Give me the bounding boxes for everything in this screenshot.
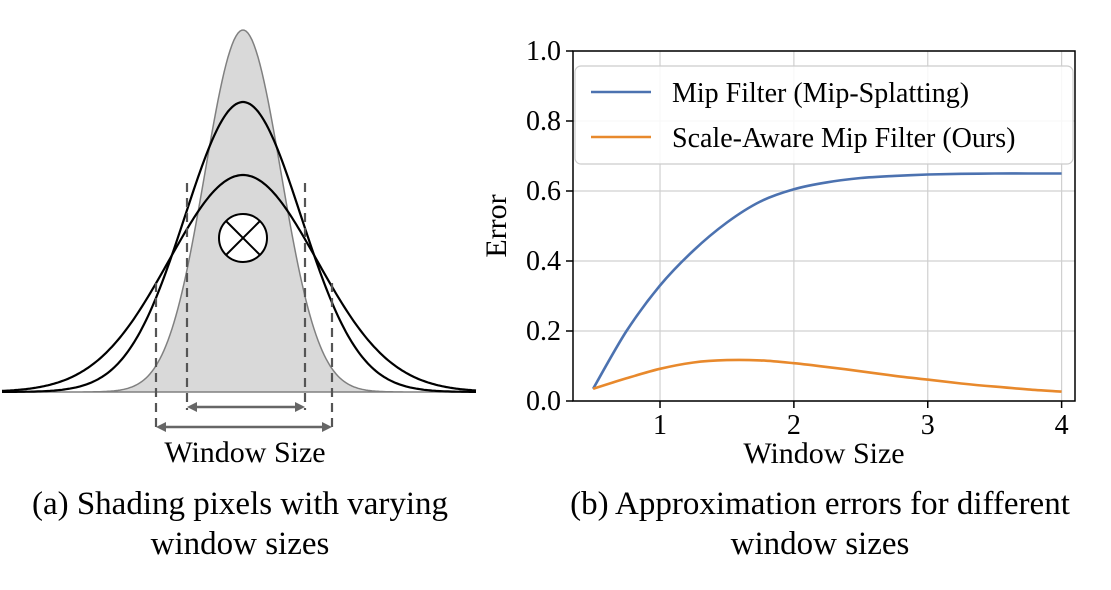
series-line-1 (592, 358, 1062, 393)
y-tick-label-1: 0.2 (526, 316, 561, 347)
caption-a-line1: (a) Shading pixels with varying (31, 486, 449, 522)
caption-a: (a) Shading pixels with varying window s… (0, 484, 480, 564)
caption-b: (b) Approximation errors for different w… (530, 484, 1110, 564)
outer-arrow-head-left (156, 422, 166, 432)
caption-a-line2: window sizes (150, 526, 330, 562)
narrow-gaussian-fill (2, 29, 476, 393)
y-tick-label-4: 0.8 (526, 106, 561, 137)
legend-label-0: Mip Filter (Mip-Splatting) (672, 78, 969, 109)
y-tick-label-2: 0.4 (526, 246, 561, 277)
inner-arrow-head-left (187, 402, 197, 412)
y-axis-label: Error (480, 194, 513, 257)
y-tick-label-3: 0.6 (526, 176, 561, 207)
y-tick-label-5: 1.0 (526, 36, 561, 67)
panel-a-illustration: Window Size (1, 29, 477, 469)
legend-box (574, 65, 1074, 165)
x-tick-label-2: 3 (921, 410, 935, 441)
caption-b-line1: (b) Approximation errors for different (570, 486, 1070, 522)
error-chart: 1 2 3 4 0.0 0.2 0.4 0.6 0.8 1.0 Window Size Error Mi… (480, 36, 1076, 470)
caption-b-line2: window sizes (730, 526, 910, 562)
series-line-0 (591, 172, 1062, 390)
x-tick-label-3: 4 (1055, 410, 1069, 441)
x-tick-label-1: 2 (787, 410, 801, 441)
inner-arrow-head-right (295, 402, 305, 412)
pixel-marker-icon (218, 213, 268, 263)
window-size-label: Window Size (164, 436, 325, 469)
medium-gaussian-curve (2, 100, 476, 393)
legend-label-1: Scale-Aware Mip Filter (Ours) (672, 123, 1015, 154)
wide-gaussian-curve (1, 173, 477, 392)
x-tick-label-0: 1 (653, 410, 667, 441)
x-axis-label: Window Size (743, 437, 904, 470)
plot-frame (572, 50, 1076, 402)
outer-arrow-head-right (322, 422, 332, 432)
y-tick-label-0: 0.0 (526, 386, 561, 417)
